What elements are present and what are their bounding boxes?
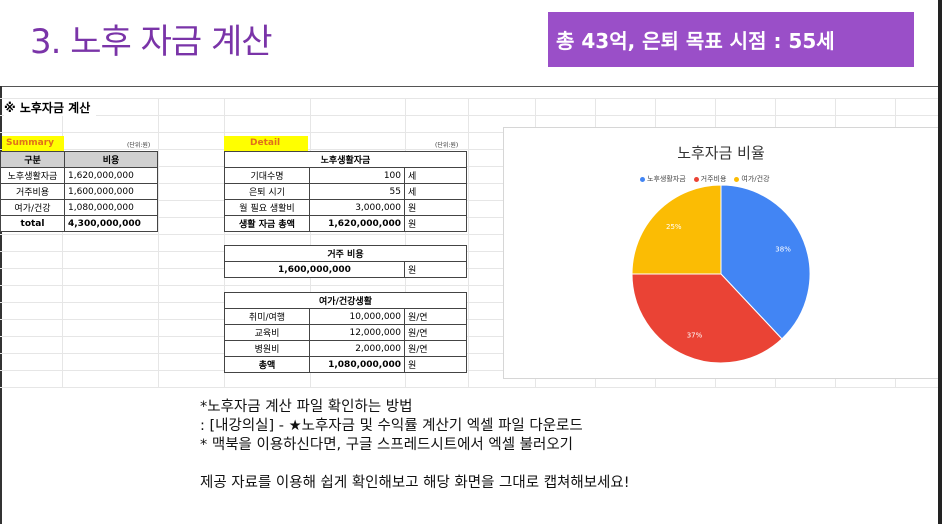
summary-label: Summary <box>2 136 64 151</box>
summary-total-name: total <box>0 215 65 232</box>
living-total-name: 생활 자금 총액 <box>224 215 310 232</box>
living-cell-unit: 원 <box>404 199 467 216</box>
table-row: 기대수명 100 세 <box>224 167 467 184</box>
legend-item: 노후생활자금 <box>640 174 686 184</box>
note-line: : [내강의실] - ★노후자금 및 수익률 계산기 엑셀 파일 다운로드 <box>200 418 583 434</box>
table-row: 교육비 12,000,000 원/연 <box>224 324 467 341</box>
summary-total-value: 4,300,000,000 <box>64 215 158 232</box>
leisure-cell-unit: 원/연 <box>404 308 467 325</box>
table-row: 월 필요 생활비 3,000,000 원 <box>224 199 467 216</box>
leisure-title: 여가/건강생활 <box>224 292 467 309</box>
legend-swatch <box>734 176 740 182</box>
detail-unit: (단위:원) <box>435 142 459 149</box>
table-row: 1,600,000,000 원 <box>224 261 467 278</box>
table-row: 취미/여행 10,000,000 원/연 <box>224 308 467 325</box>
summary-cell-value: 1,080,000,000 <box>64 199 158 216</box>
summary-header-category: 구분 <box>0 151 65 168</box>
note-line: 제공 자료를 이용해 쉽게 확인해보고 해당 화면을 그대로 캡쳐해보세요! <box>200 475 630 491</box>
legend-swatch <box>693 176 699 182</box>
table-row: 은퇴 시기 55 세 <box>224 183 467 200</box>
note-line: *노후자금 계산 파일 확인하는 방법 <box>200 399 413 415</box>
summary-unit: (단위:원) <box>127 142 151 149</box>
legend-swatch <box>640 176 645 182</box>
pie-slice-2[interactable] <box>631 273 783 364</box>
living-title: 노후생활자금 <box>224 151 467 168</box>
table-row: 생활 자금 총액 1,620,000,000 원 <box>224 215 467 232</box>
legend-label: 여가/건강 <box>741 175 770 183</box>
living-cell-unit: 세 <box>404 167 467 184</box>
left-border-line <box>0 86 2 524</box>
summary-cell-name: 여가/건강 <box>0 199 65 216</box>
legend-item: 여가/건강 <box>734 174 770 184</box>
leisure-total-value: 1,080,000,000 <box>309 356 405 373</box>
note-line: * 맥북을 이용하신다면, 구글 스프레드시트에서 엑셀 불러오기 <box>200 437 574 453</box>
pie-label-3: 25% <box>666 223 682 231</box>
leisure-total-name: 총액 <box>224 356 310 373</box>
table-row: total 4,300,000,000 <box>0 215 158 232</box>
table-row: 거주비용 1,600,000,000 <box>0 183 158 200</box>
pie-chart[interactable]: 노후자금 비율 노후생활자금 거주비용 여가/건강 38% 37% 25% <box>503 127 939 379</box>
living-cell-value: 100 <box>309 167 405 184</box>
legend-label: 노후생활자금 <box>647 175 686 183</box>
pie-slice-3[interactable] <box>631 184 722 275</box>
right-edge <box>938 0 942 524</box>
summary-cell-name: 노후생활자금 <box>0 167 65 184</box>
pie-label-2: 37% <box>687 331 703 339</box>
legend-label: 거주비용 <box>700 175 727 183</box>
pie-label-1: 38% <box>775 245 791 253</box>
instructions: *노후자금 계산 파일 확인하는 방법 : [내강의실] - ★노후자금 및 수… <box>200 398 630 493</box>
leisure-cell-value: 12,000,000 <box>309 324 405 341</box>
living-cell-value: 3,000,000 <box>309 199 405 216</box>
living-table: 노후생활자금 기대수명 100 세 은퇴 시기 55 세 월 필요 생활비 3,… <box>224 151 467 232</box>
chart-title: 노후자금 비율 <box>677 144 765 162</box>
summary-table: 구분 비용 노후생활자금 1,620,000,000 거주비용 1,600,00… <box>0 151 158 232</box>
living-cell-unit: 세 <box>404 183 467 200</box>
leisure-total-unit: 원 <box>404 356 467 373</box>
goal-badge: 총 43억, 은퇴 목표 시점 : 55세 <box>548 12 914 67</box>
summary-header-cost: 비용 <box>64 151 158 168</box>
table-row: 여가/건강 1,080,000,000 <box>0 199 158 216</box>
leisure-cell-name: 교육비 <box>224 324 310 341</box>
summary-cell-value: 1,620,000,000 <box>64 167 158 184</box>
housing-unit: 원 <box>404 261 467 278</box>
summary-cell-value: 1,600,000,000 <box>64 183 158 200</box>
pie-slice-1[interactable] <box>720 184 811 340</box>
housing-title: 거주 비용 <box>224 245 467 262</box>
housing-table: 거주 비용 1,600,000,000 원 <box>224 245 467 278</box>
leisure-cell-name: 취미/여행 <box>224 308 310 325</box>
living-total-value: 1,620,000,000 <box>309 215 405 232</box>
leisure-cell-name: 병원비 <box>224 340 310 357</box>
table-row: 총액 1,080,000,000 원 <box>224 356 467 373</box>
housing-value: 1,600,000,000 <box>224 261 405 278</box>
living-cell-name: 월 필요 생활비 <box>224 199 310 216</box>
living-cell-name: 은퇴 시기 <box>224 183 310 200</box>
leisure-cell-unit: 원/연 <box>404 340 467 357</box>
leisure-cell-value: 10,000,000 <box>309 308 405 325</box>
leisure-cell-value: 2,000,000 <box>309 340 405 357</box>
pie-svg: 38% 37% 25% <box>631 184 811 364</box>
table-row: 병원비 2,000,000 원/연 <box>224 340 467 357</box>
living-cell-name: 기대수명 <box>224 167 310 184</box>
living-total-unit: 원 <box>404 215 467 232</box>
legend-item: 거주비용 <box>693 174 727 184</box>
detail-label: Detail <box>224 136 308 151</box>
summary-cell-name: 거주비용 <box>0 183 65 200</box>
divider-line <box>0 86 942 87</box>
leisure-table: 여가/건강생활 취미/여행 10,000,000 원/연 교육비 12,000,… <box>224 292 467 373</box>
chart-legend: 노후생활자금 거주비용 여가/건강 <box>640 174 770 184</box>
leisure-cell-unit: 원/연 <box>404 324 467 341</box>
living-cell-value: 55 <box>309 183 405 200</box>
table-row: 노후생활자금 1,620,000,000 <box>0 167 158 184</box>
sheet-heading: ※ 노후자금 계산 <box>4 99 97 116</box>
slide-title: 3. 노후 자금 계산 <box>30 22 273 62</box>
